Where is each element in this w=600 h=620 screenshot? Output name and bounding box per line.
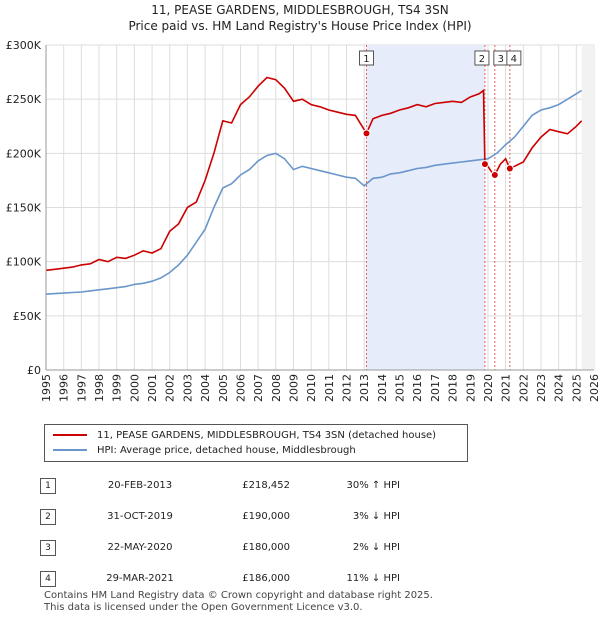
sale-date: 20-FEB-2013 (107, 480, 173, 491)
sale-marker-label: 2 (479, 54, 485, 65)
sale-date: 31-OCT-2019 (107, 511, 173, 522)
x-tick-label: 2021 (500, 374, 513, 402)
sale-badge: 3 (40, 539, 56, 556)
price-chart: £0 £50K £100K £150K £200K £250K £300K 1995 1996 1… (6, 39, 600, 402)
x-tick-label: 2009 (287, 374, 300, 402)
x-tick-label: 2008 (270, 374, 283, 402)
x-tick-label: 1999 (111, 374, 124, 402)
x-tick-label: 1998 (93, 374, 106, 402)
x-tick-label: 2016 (411, 374, 424, 402)
y-tick-label: £150K (6, 202, 42, 215)
x-tick-label: 2019 (464, 374, 477, 402)
table-row: 4 29-MAR-2021 £186,000 11% ↓ HPI (40, 563, 400, 594)
sale-point (505, 164, 514, 173)
x-tick-label: 2010 (305, 374, 318, 402)
legend-hpi-swatch (53, 449, 87, 451)
sale-hpi: 3% ↓ HPI (352, 511, 400, 522)
sale-marker-box (506, 50, 522, 66)
x-tick-label: 2013 (358, 374, 371, 402)
x-tick-label: 2018 (447, 374, 460, 402)
x-tick-label: 2005 (217, 374, 230, 402)
legend-property-label: 11, PEASE GARDENS, MIDDLESBROUGH, TS4 3S… (97, 430, 437, 441)
x-tick-label: 2012 (341, 374, 354, 402)
x-tick-label: 1996 (58, 374, 71, 402)
projection-region (581, 45, 594, 370)
table-row: 3 22-MAY-2020 £180,000 2% ↓ HPI (40, 532, 400, 563)
x-tick-label: 2004 (199, 374, 212, 402)
sale-point (362, 129, 371, 138)
sale-point (490, 171, 499, 179)
legend-property: 11, PEASE GARDENS, MIDDLESBROUGH, TS4 3S… (53, 429, 436, 443)
footer: Contains HM Land Registry data © Crown c… (44, 590, 433, 614)
sales-table: 1 20-FEB-2013 £218,452 30% ↑ HPI 2 31-OC… (40, 470, 400, 594)
y-tick-label: £50K (13, 310, 42, 323)
y-tick-label: £200K (6, 147, 42, 160)
x-tick-label: 2001 (146, 374, 159, 402)
x-tick-label: 2002 (164, 374, 177, 402)
sale-marker-label: 1 (363, 54, 369, 65)
sale-hpi: 2% ↓ HPI (352, 542, 400, 553)
x-tick-label: 2006 (234, 374, 247, 402)
x-tick-label: 2025 (570, 374, 583, 402)
sale-badge: 4 (40, 570, 56, 587)
hpi-line (45, 89, 583, 295)
sale-marker-box (358, 50, 374, 66)
x-tick-label: 2011 (323, 374, 336, 402)
x-tick-label: 1997 (75, 374, 88, 402)
table-row: 1 20-FEB-2013 £218,452 30% ↑ HPI (40, 470, 400, 501)
legend-property-swatch (53, 434, 87, 436)
sale-date: 29-MAR-2021 (106, 573, 174, 584)
y-tick-label: £250K (6, 93, 42, 106)
legend-hpi-label: HPI: Average price, detached house, Midd… (97, 445, 356, 456)
y-tick-label: £0 (27, 364, 41, 377)
x-tick-label: 2020 (482, 374, 495, 402)
sale-price: £218,452 (242, 480, 290, 491)
property-price-line (45, 76, 583, 272)
x-tick-label: 2023 (535, 374, 548, 402)
x-tick-label: 2007 (252, 374, 265, 402)
footer-line2: This data is licensed under the Open Gov… (44, 602, 363, 613)
y-tick-label: £100K (6, 256, 42, 269)
x-tick-label: 2024 (553, 374, 566, 402)
chart-legend: 11, PEASE GARDENS, MIDDLESBROUGH, TS4 3S… (44, 424, 468, 462)
footer-line1: Contains HM Land Registry data © Crown c… (44, 590, 433, 601)
sale-marker-label: 3 (498, 54, 504, 65)
x-tick-label: 2015 (394, 374, 407, 402)
sale-hpi: 30% ↑ HPI (346, 480, 400, 491)
sale-point (480, 160, 489, 169)
sale-hpi: 11% ↓ HPI (346, 573, 400, 584)
y-tick-label: £300K (6, 39, 42, 52)
chart-subtitle: Price paid vs. HM Land Registry's House … (128, 19, 472, 33)
x-tick-label: 2003 (181, 374, 194, 402)
sale-badge: 2 (40, 508, 56, 525)
sale-marker-box (474, 50, 490, 66)
table-row: 2 31-OCT-2019 £190,000 3% ↓ HPI (40, 501, 400, 532)
sale-marker-label: 4 (511, 54, 517, 65)
highlight-band (366, 45, 485, 370)
x-tick-label: 2017 (429, 374, 442, 402)
x-tick-label: 2000 (128, 374, 141, 402)
x-tick-label: 2022 (517, 374, 530, 402)
x-tick-label: 2026 (588, 374, 600, 402)
x-tick-label: 2014 (376, 374, 389, 402)
chart-title: 11, PEASE GARDENS, MIDDLESBROUGH, TS4 3S… (151, 3, 449, 17)
sale-price: £180,000 (242, 542, 290, 553)
sale-badge: 1 (40, 477, 56, 494)
sale-price: £186,000 (242, 573, 290, 584)
legend-hpi: HPI: Average price, detached house, Midd… (53, 444, 356, 458)
x-tick-label: 1995 (40, 374, 53, 402)
sale-date: 22-MAY-2020 (107, 542, 173, 553)
sale-price: £190,000 (242, 511, 290, 522)
